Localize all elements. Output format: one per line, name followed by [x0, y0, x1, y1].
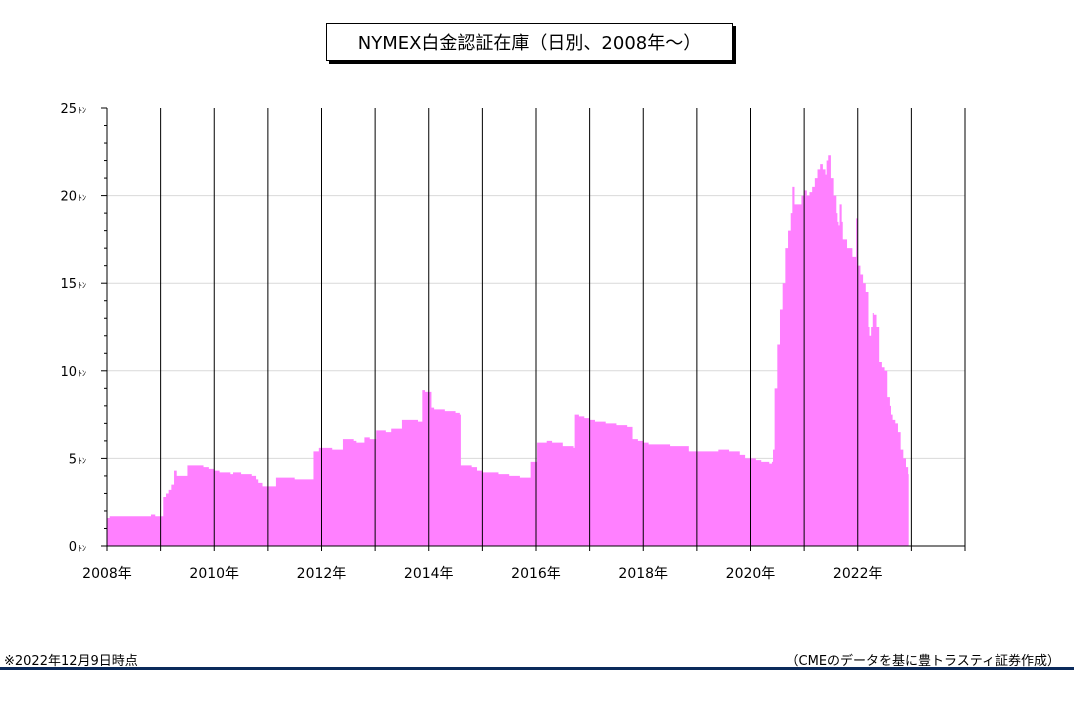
x-tick-label: 2012年 [297, 566, 347, 582]
area-series-0 [107, 155, 909, 546]
x-tick-label: 2010年 [189, 566, 239, 582]
x-tick-label: 2008年 [82, 566, 132, 582]
y-unit-label: ﾄﾝ [78, 369, 86, 378]
x-tick-label: 2014年 [404, 566, 454, 582]
y-tick-label: 0 [69, 540, 77, 555]
y-tick-label: 15 [60, 277, 77, 292]
bottom-rule [0, 667, 1074, 670]
y-unit-label: ﾄﾝ [78, 456, 86, 465]
y-tick-label: 10 [60, 365, 77, 380]
y-unit-label: ﾄﾝ [78, 194, 86, 203]
footnote: ※2022年12月9日時点 [4, 654, 138, 669]
y-tick-label: 5 [69, 452, 77, 467]
y-unit-label: ﾄﾝ [78, 106, 86, 115]
source-note: （CMEのデータを基に豊トラスティ証券作成） [785, 654, 1060, 669]
chart-title: NYMEX白金認証在庫（日別、2008年～） [357, 33, 702, 54]
chart-title-box: NYMEX白金認証在庫（日別、2008年～） [326, 23, 733, 61]
y-unit-label: ﾄﾝ [78, 281, 86, 290]
x-tick-label: 2018年 [618, 566, 668, 582]
x-tick-label: 2016年 [511, 566, 561, 582]
y-tick-label: 25 [60, 102, 77, 117]
y-unit-label: ﾄﾝ [78, 544, 86, 553]
x-tick-label: 2020年 [726, 566, 776, 582]
y-tick-label: 20 [60, 190, 77, 205]
x-tick-label: 2022年 [833, 566, 883, 582]
